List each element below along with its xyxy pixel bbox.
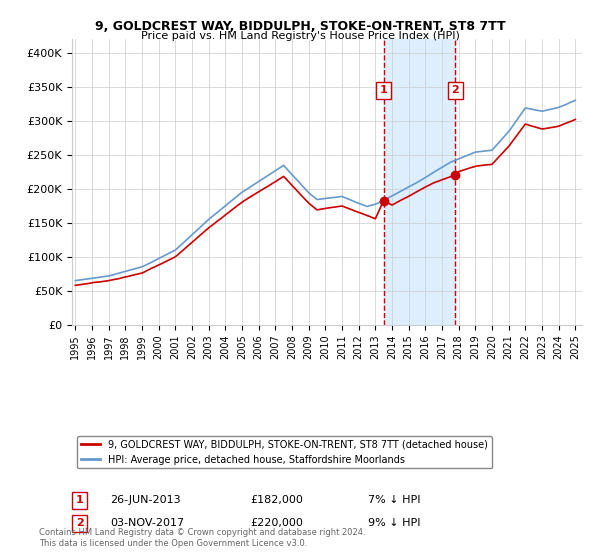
Bar <box>383 39 455 325</box>
Text: Contains HM Land Registry data © Crown copyright and database right 2024.
This d: Contains HM Land Registry data © Crown c… <box>39 528 365 548</box>
Text: 2: 2 <box>76 519 83 528</box>
Text: Price paid vs. HM Land Registry's House Price Index (HPI): Price paid vs. HM Land Registry's House … <box>140 31 460 41</box>
Text: 9, GOLDCREST WAY, BIDDULPH, STOKE-ON-TRENT, ST8 7TT: 9, GOLDCREST WAY, BIDDULPH, STOKE-ON-TRE… <box>95 20 505 32</box>
Text: £220,000: £220,000 <box>251 519 304 528</box>
Text: 03-NOV-2017: 03-NOV-2017 <box>110 519 184 528</box>
Text: 9% ↓ HPI: 9% ↓ HPI <box>368 519 420 528</box>
Text: 2: 2 <box>451 85 459 95</box>
Text: 7% ↓ HPI: 7% ↓ HPI <box>368 496 420 506</box>
Text: 26-JUN-2013: 26-JUN-2013 <box>110 496 181 506</box>
Text: 1: 1 <box>380 85 388 95</box>
Text: 1: 1 <box>76 496 83 506</box>
Text: £182,000: £182,000 <box>251 496 304 506</box>
Legend: 9, GOLDCREST WAY, BIDDULPH, STOKE-ON-TRENT, ST8 7TT (detached house), HPI: Avera: 9, GOLDCREST WAY, BIDDULPH, STOKE-ON-TRE… <box>77 436 492 469</box>
